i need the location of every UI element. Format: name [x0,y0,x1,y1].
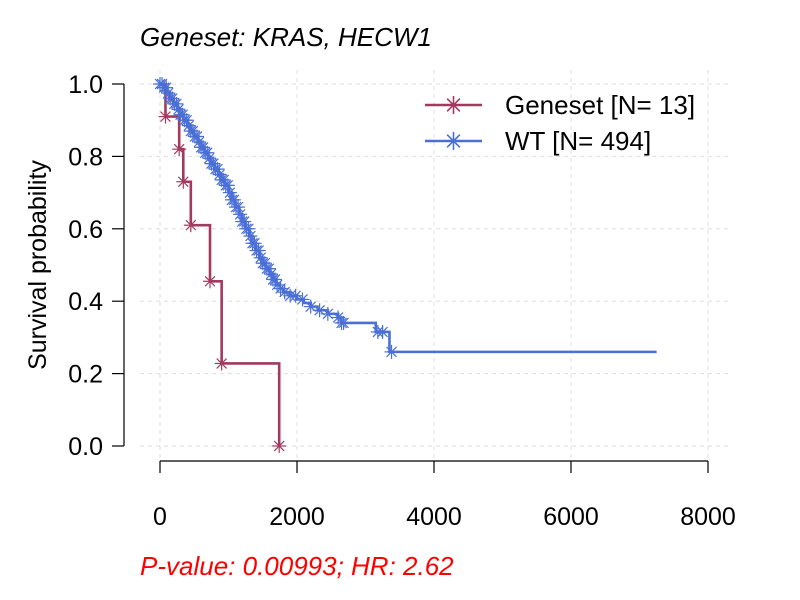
series-layer [153,77,657,453]
censor-mark-1-59 [277,285,292,300]
censor-mark-1-8 [169,96,184,111]
censor-mark-0-0 [158,109,173,124]
censor-mark-1-6 [165,91,180,106]
series-0 [158,82,287,453]
censor-mark-1-51 [257,256,272,271]
censor-mark-0-2 [176,174,191,189]
chart-subtitle: P-value: 0.00993; HR: 2.62 [140,551,454,581]
censor-mark-1-65 [320,306,335,321]
censor-mark-1-62 [295,292,310,307]
chart-title: Geneset: KRAS, HECW1 [140,22,432,52]
legend-label-1: WT [N= 494] [505,126,651,156]
censor-mark-1-53 [261,261,276,276]
legend-marker-0 [444,96,463,114]
x-tick-label-3: 6000 [543,503,599,531]
grid [140,70,728,460]
censor-mark-1-54 [263,267,278,282]
y-tick-label-2: 0.4 [68,288,103,316]
censor-mark-0-5 [214,356,229,371]
legend-label-0: Geneset [N= 13] [505,90,695,120]
x-tick-label-4: 8000 [680,503,736,531]
censor-mark-0-1 [172,142,187,157]
censor-mark-1-14 [181,118,196,133]
x-tick-label-2: 4000 [406,503,462,531]
axes: 0.0 0.2 0.4 0.6 0.8 1.0 0 2000 4000 6000 8000 [68,71,736,531]
censor-mark-1-70 [375,324,390,339]
y-tick-label-0: 0.0 [68,433,103,461]
censor-mark-1-19 [192,134,207,149]
censor-mark-1-18 [189,129,204,144]
legend: Geneset [N= 13] WT [N= 494] [425,90,695,156]
x-tick-label-0: 0 [153,503,167,531]
censor-mark-1-68 [336,315,351,330]
censor-mark-1-23 [200,145,215,160]
censor-mark-1-71 [384,344,399,359]
censor-mark-1-38 [231,200,246,215]
y-tick-label-5: 1.0 [68,71,103,99]
x-tick-label-1: 2000 [269,503,325,531]
legend-entry-1: WT [N= 494] [425,126,651,156]
censor-mark-1-46 [247,236,262,251]
censor-mark-1-56 [268,272,283,287]
censor-mark-1-28 [210,162,225,177]
y-tick-label-4: 0.8 [68,143,103,171]
y-tick-label-3: 0.6 [68,216,103,244]
y-axis-label: Survival probability [24,160,52,370]
censor-mark-0-3 [183,218,198,233]
censor-mark-1-3 [159,80,174,95]
legend-marker-1 [444,132,463,150]
censor-mark-0-4 [203,274,218,289]
censor-mark-0-6 [272,439,287,453]
series-1 [153,77,657,359]
censor-mark-1-13 [179,113,194,128]
y-tick-label-1: 0.2 [68,361,103,389]
legend-entry-0: Geneset [N= 13] [425,90,695,120]
series-line-1 [160,82,657,354]
